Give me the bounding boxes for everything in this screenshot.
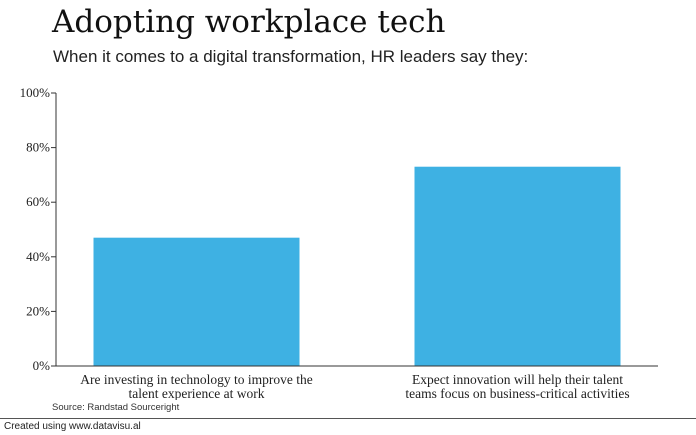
footer-divider — [0, 418, 696, 419]
source-note: Source: Randstad Sourceright — [52, 402, 180, 413]
x-category-label: talent experience at work — [128, 386, 264, 400]
bar — [93, 237, 300, 366]
footer-credit: Created using www.datavisu.al — [4, 421, 141, 432]
y-tick-label: 80% — [26, 140, 50, 155]
chart-title: Adopting workplace tech — [52, 4, 446, 40]
x-category-label: Expect innovation will help their talent — [412, 372, 623, 387]
y-tick-label: 40% — [26, 249, 50, 264]
chart-subtitle: When it comes to a digital transformatio… — [53, 47, 529, 66]
bar-chart: 0% 20% 40% 60% 80% 100% Are investing in tech… — [20, 85, 658, 400]
bars — [93, 166, 621, 366]
bar — [414, 166, 621, 366]
x-axis-labels: Are investing in technology to improve t… — [80, 372, 629, 400]
y-axis-ticks: 0% 20% 40% 60% 80% 100% — [20, 85, 56, 373]
x-category-label: teams focus on business-critical activit… — [405, 386, 629, 400]
y-tick-label: 0% — [33, 358, 51, 373]
y-tick-label: 20% — [26, 303, 50, 318]
x-category-label: Are investing in technology to improve t… — [80, 372, 312, 387]
y-tick-label: 100% — [20, 85, 51, 100]
y-tick-label: 60% — [26, 194, 50, 209]
